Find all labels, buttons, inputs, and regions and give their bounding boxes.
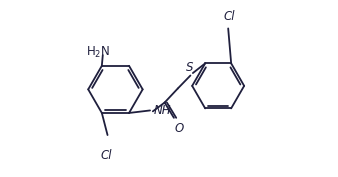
Text: H$_2$N: H$_2$N (86, 45, 110, 60)
Text: Cl: Cl (224, 10, 235, 23)
Text: NH: NH (154, 104, 172, 117)
Text: S: S (186, 61, 194, 74)
Text: O: O (174, 122, 184, 135)
Text: Cl: Cl (100, 149, 112, 162)
